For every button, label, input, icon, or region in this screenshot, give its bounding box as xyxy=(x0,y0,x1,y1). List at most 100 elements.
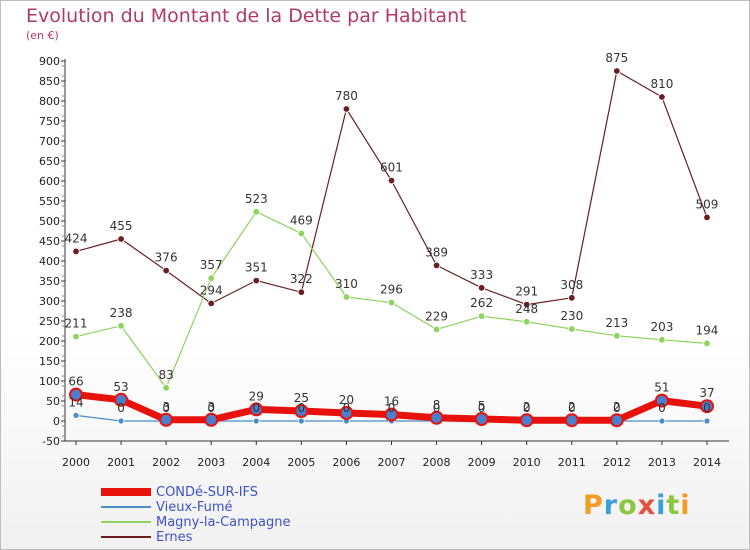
data-label-ernes: 780 xyxy=(335,89,358,103)
data-point-magny-la-campagne xyxy=(432,325,441,334)
data-point-magny-la-campagne xyxy=(342,293,351,301)
y-tick-label: 800 xyxy=(39,95,60,108)
y-tick-label: 900 xyxy=(39,55,60,68)
data-label-vieux-fum-: 0 xyxy=(613,401,621,415)
data-label-ernes: 376 xyxy=(155,251,178,265)
x-tick-label: 2013 xyxy=(648,456,676,469)
data-label-vieux-fum-: 0 xyxy=(117,401,125,415)
data-label-vieux-fum-: 0 xyxy=(298,401,306,415)
data-label-ernes: 322 xyxy=(290,272,313,286)
data-point-cond-sur-ifs xyxy=(699,399,714,414)
y-tick-label: 750 xyxy=(39,115,60,128)
y-tick-label: 250 xyxy=(39,315,60,328)
data-point-ernes xyxy=(342,105,351,113)
data-point-ernes xyxy=(477,284,486,292)
legend-label: Ernes xyxy=(156,530,193,545)
y-tick-label: 100 xyxy=(39,375,60,388)
x-tick-label: 2007 xyxy=(377,456,405,469)
data-point-cond-sur-ifs xyxy=(159,412,174,427)
data-label-magny-la-campagne: 83 xyxy=(158,368,173,382)
x-tick-label: 2002 xyxy=(152,456,180,469)
legend-swatch xyxy=(101,488,151,496)
data-label-magny-la-campagne: 211 xyxy=(65,317,88,331)
data-point-ernes xyxy=(523,300,531,309)
legend-swatch xyxy=(101,521,151,523)
data-point-magny-la-campagne xyxy=(613,332,621,340)
data-point-cond-sur-ifs xyxy=(204,412,219,427)
x-tick-label: 2005 xyxy=(287,456,315,469)
data-point-vieux-fum- xyxy=(117,417,125,425)
logo-letter: t xyxy=(666,490,681,521)
y-tick-label: 550 xyxy=(39,195,60,208)
data-point-magny-la-campagne xyxy=(117,322,125,330)
legend-label: Vieux-Fumé xyxy=(156,500,233,515)
data-point-ernes xyxy=(658,93,666,101)
data-label-magny-la-campagne: 248 xyxy=(515,302,538,316)
data-label-vieux-fum-: 0 xyxy=(478,401,486,415)
data-point-magny-la-campagne xyxy=(387,298,396,307)
data-label-ernes: 389 xyxy=(425,245,448,259)
data-label-cond-sur-ifs: 2 xyxy=(568,400,576,414)
data-label-cond-sur-ifs: 3 xyxy=(207,400,215,414)
data-label-ernes: 333 xyxy=(470,268,493,282)
data-label-magny-la-campagne: 523 xyxy=(245,192,268,206)
data-label-vieux-fum-: 14 xyxy=(68,395,83,409)
data-label-magny-la-campagne: 229 xyxy=(425,309,448,323)
data-label-ernes: 351 xyxy=(245,261,268,275)
x-tick-label: 2003 xyxy=(197,456,225,469)
data-label-ernes: 291 xyxy=(515,285,538,299)
data-label-magny-la-campagne: 194 xyxy=(696,323,719,337)
data-label-cond-sur-ifs: 5 xyxy=(478,399,486,413)
data-point-cond-sur-ifs xyxy=(339,406,354,420)
data-label-cond-sur-ifs: 25 xyxy=(294,391,309,405)
data-point-ernes xyxy=(162,266,170,275)
data-point-cond-sur-ifs xyxy=(249,402,264,417)
data-point-cond-sur-ifs xyxy=(609,413,624,428)
data-label-cond-sur-ifs: 37 xyxy=(699,386,714,400)
data-label-ernes: 294 xyxy=(200,283,223,297)
data-point-ernes xyxy=(72,247,80,256)
data-label-vieux-fum-: 0 xyxy=(388,401,396,415)
legend-item-cond-sur-ifs: CONDé-SUR-IFS xyxy=(101,485,401,500)
data-label-magny-la-campagne: 310 xyxy=(335,277,358,291)
data-label-vieux-fum-: 0 xyxy=(703,401,711,415)
x-tick-label: 2004 xyxy=(242,456,270,469)
y-tick-label: 600 xyxy=(39,175,60,188)
data-point-vieux-fum- xyxy=(658,417,666,425)
x-tick-label: 2000 xyxy=(62,456,90,469)
y-tick-label: 450 xyxy=(39,235,60,248)
legend-swatch xyxy=(101,506,151,508)
data-point-ernes xyxy=(568,294,576,302)
series-line-ernes xyxy=(75,70,708,306)
legend-item-ernes: Ernes xyxy=(101,530,401,545)
data-point-cond-sur-ifs xyxy=(564,413,579,428)
data-label-vieux-fum-: 0 xyxy=(568,401,576,415)
data-label-vieux-fum-: 0 xyxy=(162,401,170,415)
data-point-magny-la-campagne xyxy=(207,274,215,282)
logo-letter: x xyxy=(637,490,657,521)
data-point-cond-sur-ifs xyxy=(384,407,399,422)
data-label-ernes: 455 xyxy=(110,219,133,233)
data-label-magny-la-campagne: 213 xyxy=(605,316,628,330)
logo-letter: r xyxy=(603,490,619,521)
logo-letter: P xyxy=(583,490,604,521)
y-tick-label: 150 xyxy=(39,355,60,368)
data-label-cond-sur-ifs: 29 xyxy=(249,389,264,403)
data-label-cond-sur-ifs: 16 xyxy=(384,395,399,409)
data-label-cond-sur-ifs: 20 xyxy=(339,393,354,407)
data-label-cond-sur-ifs: 2 xyxy=(523,400,531,414)
data-point-ernes xyxy=(432,261,441,270)
data-point-ernes xyxy=(297,288,306,296)
data-label-cond-sur-ifs: 66 xyxy=(68,375,83,389)
data-label-magny-la-campagne: 203 xyxy=(650,320,673,334)
data-point-vieux-fum- xyxy=(72,411,80,419)
data-point-magny-la-campagne xyxy=(658,336,666,344)
data-point-cond-sur-ifs xyxy=(429,410,444,425)
legend-swatch xyxy=(101,536,151,538)
y-tick-label: 850 xyxy=(39,75,60,88)
x-tick-label: 2011 xyxy=(558,456,586,469)
data-point-vieux-fum- xyxy=(703,417,711,425)
data-point-magny-la-campagne xyxy=(72,332,80,341)
data-label-magny-la-campagne: 230 xyxy=(560,309,583,323)
